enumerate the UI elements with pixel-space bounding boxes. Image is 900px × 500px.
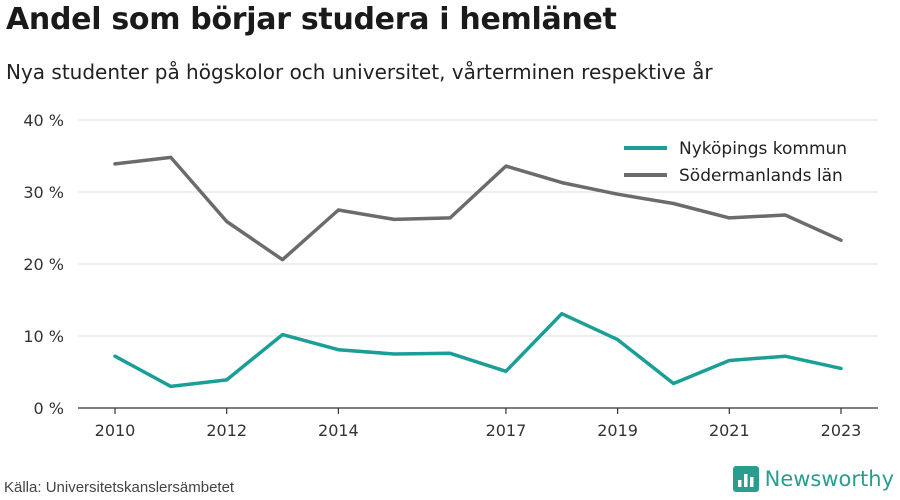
y-tick-label: 40 % — [23, 111, 64, 130]
legend-label: Nyköpings kommun — [679, 139, 847, 159]
x-tick-label: 2021 — [709, 421, 750, 440]
chart-subtitle: Nya studenter på högskolor och universit… — [6, 60, 713, 84]
bar-chart-logo-icon — [732, 466, 759, 492]
newsworthy-brand: Newsworthy — [732, 466, 894, 492]
series-line-nykopings-kommun — [113, 311, 843, 389]
source-note: Källa: Universitetskanslersämbetet — [4, 479, 235, 496]
chart-title: Andel som börjar studera i hemlänet — [6, 2, 617, 37]
y-tick-label: 20 % — [23, 255, 64, 274]
x-tick-label: 2017 — [486, 421, 527, 440]
x-tick-label: 2014 — [318, 421, 359, 440]
y-tick-label: 10 % — [23, 327, 64, 346]
y-tick-label: 30 % — [23, 183, 64, 202]
series-line-sodermanlands-lan — [113, 155, 843, 262]
brand-name: Newsworthy — [764, 467, 894, 491]
x-tick-label: 2019 — [597, 421, 638, 440]
x-tick-label: 2012 — [206, 421, 247, 440]
y-tick-label: 0 % — [34, 399, 64, 418]
legend-label: Södermanlands län — [679, 166, 843, 186]
x-tick-label: 2023 — [821, 421, 862, 440]
x-tick-label: 2010 — [95, 421, 136, 440]
